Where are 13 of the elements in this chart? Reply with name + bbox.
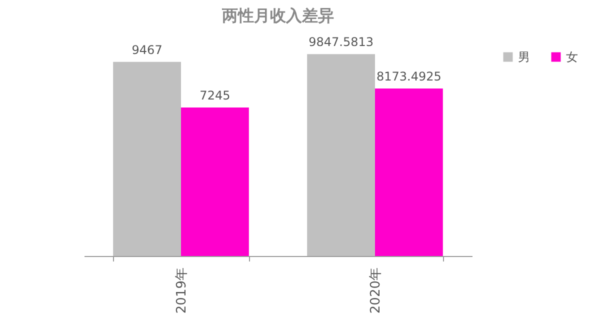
data-label: 8173.4925: [376, 69, 442, 84]
x-tick-label: 2019年: [174, 268, 190, 314]
data-label: 9847.5813: [308, 35, 374, 50]
x-tick-label: 2020年: [368, 268, 384, 314]
data-label: 9467: [132, 42, 162, 57]
bar: [181, 107, 249, 256]
legend-label: 女: [566, 50, 578, 64]
data-label: 7245: [200, 88, 230, 102]
bar: [307, 54, 375, 256]
chart-title: 两性月收入差异: [221, 6, 334, 26]
bar: [375, 88, 443, 256]
legend-label: 男: [518, 50, 530, 64]
bar: [113, 62, 181, 256]
